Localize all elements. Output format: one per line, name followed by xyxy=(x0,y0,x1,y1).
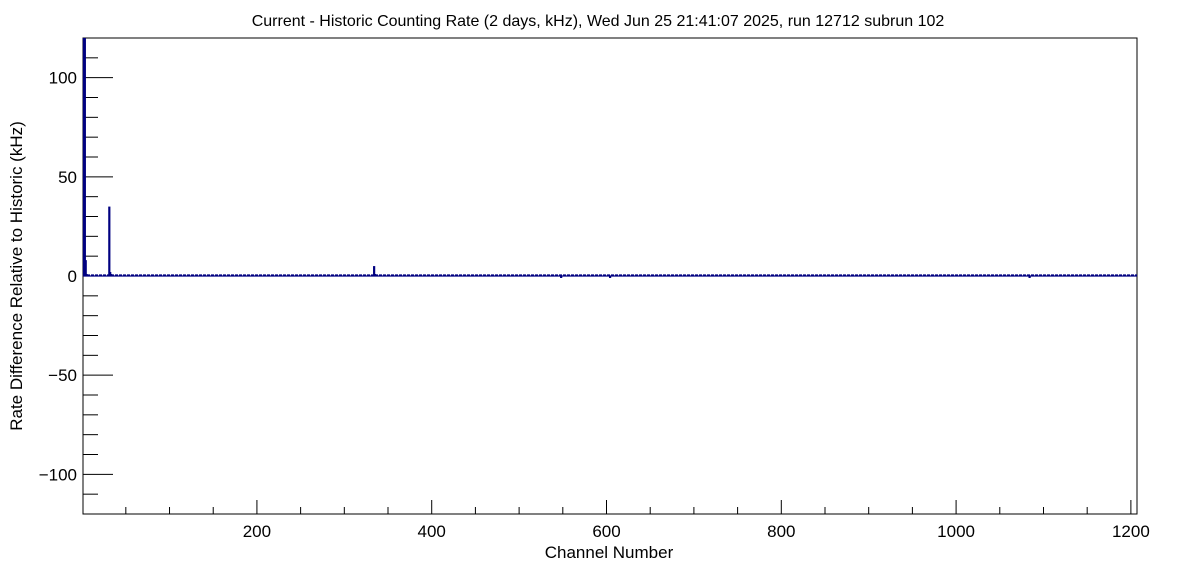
x-tick-label: 200 xyxy=(243,522,271,541)
histogram-bar xyxy=(609,276,612,278)
histogram-bar xyxy=(373,266,376,276)
histogram-bar xyxy=(84,260,87,276)
y-tick-label: −100 xyxy=(39,465,77,484)
y-tick-label: 0 xyxy=(68,267,77,286)
x-tick-label: 1200 xyxy=(1112,522,1150,541)
y-tick-label: 50 xyxy=(58,168,77,187)
histogram-bar xyxy=(85,274,88,276)
histogram-bar xyxy=(1028,276,1031,278)
chart-title: Current - Historic Counting Rate (2 days… xyxy=(252,13,945,30)
histogram-bar xyxy=(83,38,86,276)
y-axis-label: Rate Difference Relative to Historic (kH… xyxy=(7,121,26,431)
x-tick-label: 800 xyxy=(767,522,795,541)
histogram-bar xyxy=(108,206,111,276)
x-tick-label: 600 xyxy=(592,522,620,541)
x-axis-label: Channel Number xyxy=(545,543,674,562)
y-tick-label: 100 xyxy=(49,69,77,88)
y-tick-label: −50 xyxy=(48,366,77,385)
histogram-bar xyxy=(373,274,377,276)
histogram-bar xyxy=(109,274,113,276)
histogram-bar xyxy=(560,276,563,278)
x-tick-label: 400 xyxy=(418,522,446,541)
x-tick-label: 1000 xyxy=(937,522,975,541)
